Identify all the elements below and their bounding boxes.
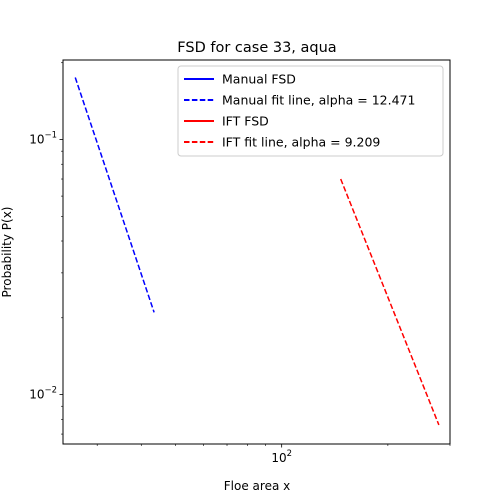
series-line-1 (74, 77, 155, 313)
plot-area: 102 10−2 10−1 (29, 59, 451, 465)
y-tick-label: 10−2 (29, 386, 57, 402)
legend-label-2: IFT FSD (222, 114, 269, 129)
series-layer (74, 77, 440, 426)
y-axis-label: Probability P(x) (0, 207, 14, 298)
legend-box (177, 65, 444, 157)
legend: Manual FSD Manual fit line, alpha = 12.47… (177, 65, 444, 157)
x-tick-label: 102 (271, 449, 292, 465)
legend-label-0: Manual FSD (222, 72, 296, 87)
chart-title: FSD for case 33, aqua (177, 40, 336, 56)
legend-label-1: Manual fit line, alpha = 12.471 (222, 93, 415, 108)
axes-frame (62, 59, 451, 445)
series-line-3 (340, 178, 440, 426)
legend-label-3: IFT fit line, alpha = 9.209 (222, 135, 380, 150)
y-tick-label: 10−1 (29, 131, 57, 147)
x-axis-label: Floe area x (224, 479, 290, 493)
